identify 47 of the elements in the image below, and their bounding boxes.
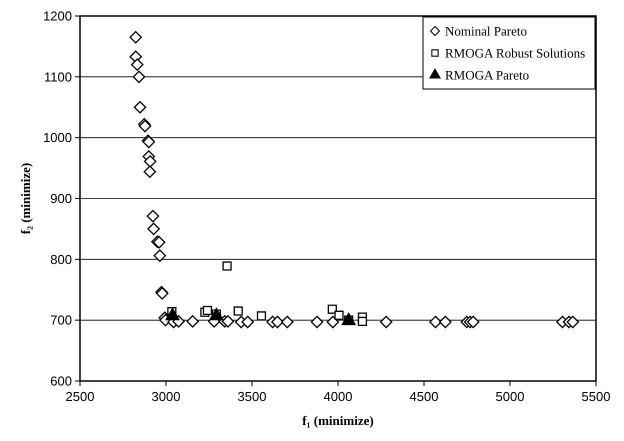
point: [222, 261, 232, 271]
point: [186, 315, 199, 328]
point: [131, 58, 144, 71]
x-tick-label: 4500: [410, 389, 438, 404]
x-tick-label: 5000: [496, 389, 524, 404]
x-tick-label: 3000: [152, 389, 180, 404]
legend-label: Nominal Pareto: [445, 24, 527, 38]
x-tick-label: 5500: [582, 389, 610, 404]
point: [241, 316, 254, 328]
y-axis-title: f₂ (minimize): [18, 162, 33, 234]
point: [202, 306, 212, 316]
y-tick-label: 1100: [44, 69, 72, 84]
point: [271, 316, 284, 328]
point: [334, 310, 344, 320]
point: [144, 155, 156, 168]
y-tick-label: 900: [50, 191, 72, 206]
legend-label: RMOGA Pareto: [445, 68, 530, 82]
point: [154, 249, 166, 262]
point: [222, 315, 234, 328]
point: [310, 316, 324, 328]
x-tick-label: 3500: [238, 389, 266, 404]
y-tick-label: 800: [50, 252, 72, 267]
y-tick-label: 1000: [43, 130, 72, 146]
point: [358, 316, 368, 326]
point: [256, 311, 266, 321]
point: [439, 316, 452, 328]
legend-label: RMOGA Robust Solutions: [445, 46, 586, 60]
point: [429, 316, 442, 328]
x-tick-label: 2500: [66, 389, 94, 404]
point: [234, 306, 243, 316]
y-tick-label: 600: [50, 374, 72, 388]
point: [147, 222, 160, 236]
x-axis-title: f₁ (minimize): [302, 413, 374, 428]
point: [144, 165, 156, 178]
point: [466, 316, 480, 328]
point: [326, 316, 340, 328]
point: [132, 70, 146, 84]
point: [146, 210, 160, 222]
point: [129, 31, 142, 44]
point: [281, 316, 294, 328]
point: [566, 316, 580, 328]
point: [134, 101, 146, 114]
point: [380, 316, 392, 328]
y-tick-label: 1200: [43, 8, 72, 24]
point: [328, 304, 337, 314]
x-tick-label: 4000: [324, 389, 352, 404]
y-tick-label: 700: [50, 312, 72, 328]
